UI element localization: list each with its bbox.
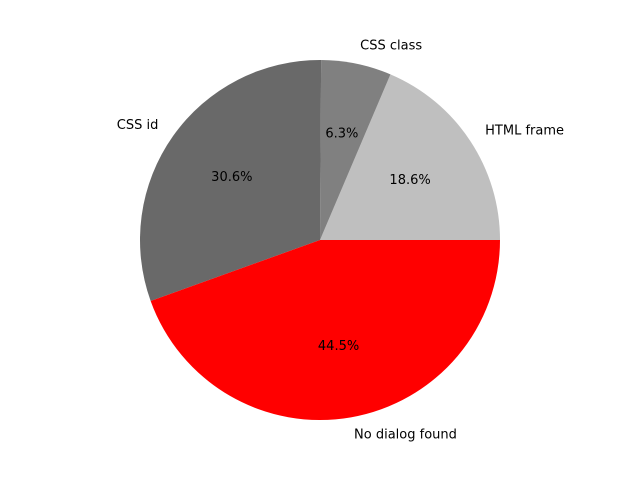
pie-slice-html-frame [320, 74, 500, 240]
slice-label-css-id: CSS id [117, 118, 159, 133]
pct-label-css-id: 30.6% [211, 170, 252, 185]
pie-slice-css-class [320, 60, 391, 240]
pie-slice-css-id [139, 59, 322, 301]
slice-label-html-frame: HTML frame [485, 123, 564, 138]
pie-slices [139, 59, 501, 421]
pct-label-css-class: 6.3% [325, 127, 358, 142]
pct-label-no-dialog-found: 44.5% [318, 339, 359, 354]
slice-label-css-class: CSS class [360, 39, 422, 54]
pct-label-html-frame: 18.6% [389, 173, 430, 188]
pie-labels: HTML frame 18.6% CSS class 6.3% CSS id 30.6% N… [117, 39, 564, 443]
slice-label-no-dialog-found: No dialog found [354, 428, 457, 443]
pie-slice-no-dialog-found [150, 240, 501, 421]
